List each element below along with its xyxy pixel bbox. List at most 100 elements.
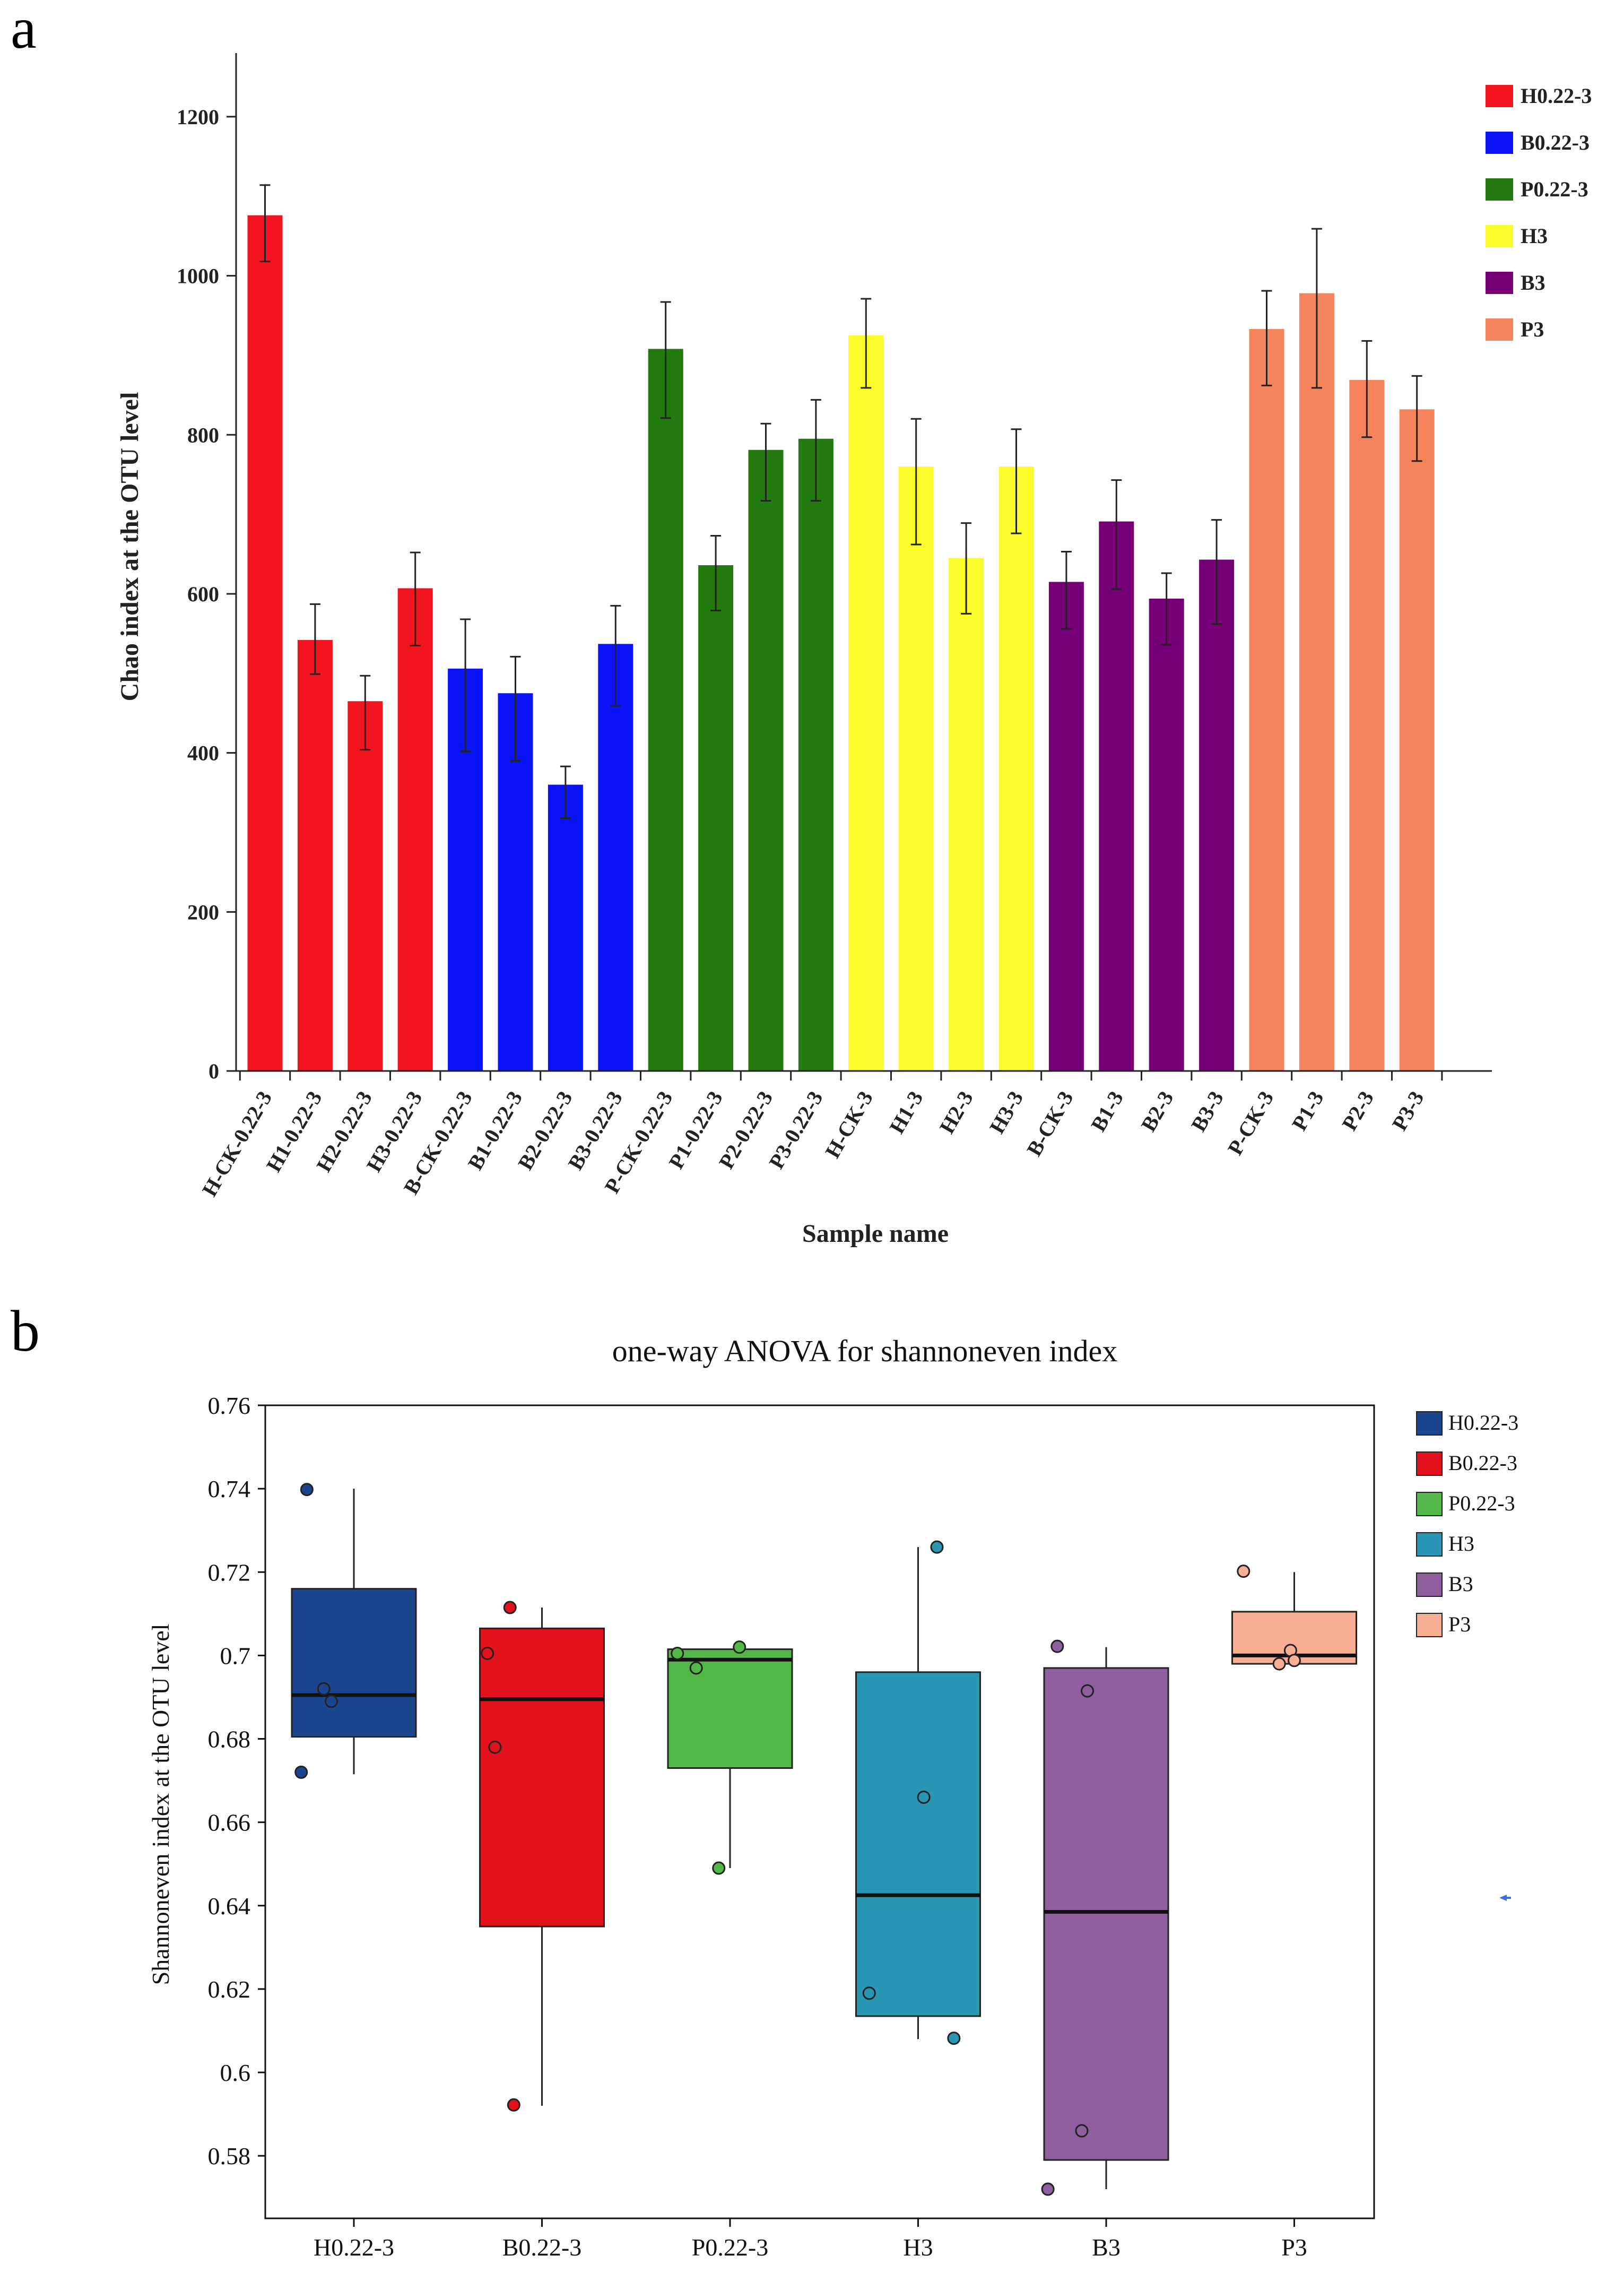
y-tick-label-b: 0.58: [208, 2142, 251, 2170]
y-tick-label-a: 800: [187, 423, 219, 447]
legend-swatch-b: [1416, 1411, 1443, 1436]
legend-swatch-b: [1416, 1492, 1443, 1516]
data-point: [324, 1695, 338, 1708]
legend-label-b: P0.22-3: [1448, 1491, 1515, 1515]
bar-H-CK-3: [848, 335, 884, 1071]
data-point: [300, 1483, 314, 1497]
legend-label-b: B3: [1448, 1572, 1473, 1596]
y-tick-label-b: 0.64: [208, 1893, 251, 1920]
y-tick-label-a: 600: [187, 582, 219, 606]
y-tick-label-b: 0.6: [220, 2059, 251, 2086]
legend-swatch-a: [1486, 178, 1513, 201]
bar-H3-0.22-3: [397, 588, 433, 1071]
panel-label-a: a: [11, 0, 37, 61]
data-point: [862, 1986, 876, 2000]
y-tick-label-a: 1000: [177, 264, 219, 288]
x-axis-title-a: Sample name: [802, 1220, 949, 1248]
legend-label-a: P0.22-3: [1521, 177, 1588, 201]
legend-label-a: B0.22-3: [1521, 131, 1590, 154]
y-tick-label-a: 200: [187, 900, 219, 924]
x-tick-label-b: B3: [1092, 2234, 1121, 2261]
data-point: [671, 1646, 684, 1660]
legend-swatch-a: [1486, 225, 1513, 247]
data-point: [733, 1640, 746, 1654]
data-point: [1272, 1657, 1286, 1671]
bar-P1-3: [1299, 293, 1334, 1071]
data-point: [488, 1740, 502, 1754]
legend-swatch-b: [1416, 1572, 1443, 1597]
data-point: [947, 2032, 961, 2045]
x-tick-label-a: H-CK-3: [820, 1087, 878, 1162]
box-B3: [1043, 1667, 1169, 2161]
bar-P3-0.22-3: [798, 438, 833, 1071]
y-tick-label-b: 0.74: [208, 1475, 251, 1502]
x-tick-label-a: H2-3: [935, 1087, 978, 1138]
x-tick-label-a: B-CK-3: [1022, 1087, 1078, 1160]
legend-swatch-b: [1416, 1451, 1443, 1476]
bar-H2-0.22-3: [348, 701, 383, 1071]
box-H3: [855, 1671, 981, 2017]
bar-P2-0.22-3: [748, 450, 784, 1071]
y-tick-label-b: 0.66: [208, 1809, 251, 1836]
data-point: [503, 1601, 517, 1614]
data-point: [930, 1540, 944, 1554]
x-tick-label-b: H3: [903, 2234, 933, 2261]
bar-P2-3: [1349, 379, 1385, 1071]
y-tick-label-b: 0.68: [208, 1726, 251, 1753]
legend-label-b: H0.22-3: [1448, 1411, 1518, 1435]
x-tick-label-a: H1-3: [884, 1087, 927, 1138]
x-tick-label-b: P3: [1281, 2234, 1307, 2261]
box-P0.22-3: [667, 1648, 793, 1769]
bar-H1-0.22-3: [297, 640, 333, 1071]
box-chart-b: one-way ANOVA for shannoneven index 0.58…: [147, 1334, 1518, 2261]
y-tick-label-a: 0: [209, 1059, 219, 1083]
box-B0.22-3: [479, 1627, 605, 1928]
bar-P-CK-0.22-3: [648, 349, 683, 1071]
legend-swatch-a: [1486, 272, 1513, 294]
bar-P1-0.22-3: [698, 565, 734, 1071]
x-tick-label-b: H0.22-3: [314, 2234, 394, 2261]
bar-P3-3: [1399, 409, 1435, 1071]
bar-H-CK-0.22-3: [247, 215, 283, 1071]
legend-label-b: P3: [1448, 1612, 1471, 1636]
chart-title-b: one-way ANOVA for shannoneven index: [612, 1334, 1118, 1368]
plot-frame-b: [264, 1404, 1375, 2219]
data-point: [689, 1661, 703, 1675]
legend-swatch-a: [1486, 132, 1513, 154]
x-tick-label-a: B2-3: [1136, 1087, 1178, 1136]
x-tick-label-a: P-CK-3: [1223, 1087, 1279, 1159]
bar-H2-3: [949, 558, 984, 1071]
panel-label-b: b: [11, 1299, 40, 1363]
legend-swatch-a: [1486, 85, 1513, 107]
y-tick-label-a: 1200: [177, 105, 219, 129]
data-point: [917, 1791, 931, 1804]
data-point: [507, 2098, 520, 2112]
bar-H3-3: [998, 466, 1034, 1071]
legend-label-a: B3: [1521, 271, 1545, 295]
x-tick-label-a: P1-3: [1287, 1087, 1328, 1135]
y-tick-label-b: 0.76: [208, 1392, 251, 1419]
y-axis-title-a: Chao index at the OTU level: [116, 392, 144, 702]
data-point: [1075, 2124, 1089, 2138]
data-point: [1050, 1639, 1064, 1653]
legend-a: H0.22-3 B0.22-3 P0.22-3 H3 B3 P3: [1486, 84, 1592, 341]
x-tick-label-b: B0.22-3: [502, 2234, 582, 2261]
data-point: [1081, 1684, 1095, 1698]
data-point: [317, 1682, 331, 1696]
x-tick-label-a: P3-3: [1387, 1087, 1429, 1135]
data-point: [1237, 1565, 1250, 1578]
legend-label-a: H0.22-3: [1521, 84, 1592, 108]
legend-label-a: H3: [1521, 224, 1548, 248]
data-point: [1041, 2182, 1055, 2196]
bar-B-CK-3: [1048, 582, 1084, 1071]
legend-label-b: B0.22-3: [1448, 1451, 1517, 1475]
y-tick-label-a: 400: [187, 741, 219, 765]
legend-swatch-b: [1416, 1613, 1443, 1637]
x-tick-label-a: H3-3: [985, 1087, 1028, 1138]
bar-B3-3: [1199, 559, 1235, 1071]
data-point: [1288, 1654, 1301, 1667]
legend-label-b: H3: [1448, 1532, 1474, 1556]
legend-label-a: P3: [1521, 317, 1544, 341]
